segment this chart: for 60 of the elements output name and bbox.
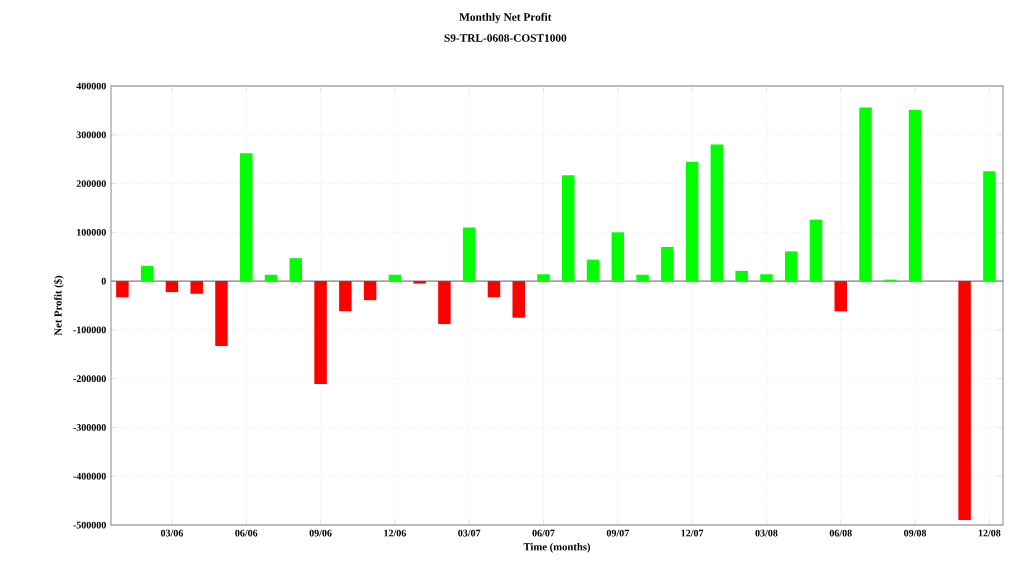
bar — [165, 281, 179, 293]
bar — [586, 259, 600, 282]
x-tick-label: 03/06 — [160, 529, 184, 537]
bar — [958, 281, 971, 521]
bar — [487, 281, 501, 298]
bar — [215, 281, 228, 346]
y-tick-label: 0 — [101, 277, 106, 285]
bar — [116, 281, 129, 298]
x-tick-label: 06/06 — [235, 529, 258, 537]
y-axis-title: Net Profit ($) — [53, 275, 64, 336]
bar — [537, 274, 550, 282]
bar — [710, 144, 724, 282]
x-tick-label: 12/06 — [384, 529, 406, 537]
bar — [190, 281, 203, 294]
y-tick-label: -100000 — [73, 326, 106, 334]
bar — [289, 258, 303, 282]
bar — [784, 251, 798, 282]
bar — [735, 270, 748, 282]
chart-title: Monthly Net Profit — [459, 12, 552, 24]
bar — [685, 162, 699, 282]
bar — [760, 274, 773, 282]
bar — [240, 153, 253, 282]
bar — [859, 107, 872, 282]
bar — [413, 281, 426, 284]
bar — [388, 274, 402, 282]
x-tick-label: 09/07 — [606, 529, 629, 537]
x-tick-label: 03/07 — [458, 529, 481, 537]
y-tick-label: -400000 — [73, 472, 106, 480]
bar — [339, 281, 352, 312]
bar — [314, 281, 327, 385]
bar — [636, 274, 649, 282]
x-axis-title: Time (months) — [523, 542, 591, 553]
bar — [512, 281, 525, 318]
bar — [908, 109, 922, 282]
x-tick-label: 12/08 — [978, 529, 1001, 537]
y-tick-label: 400000 — [76, 82, 106, 90]
x-tick-label: 06/08 — [829, 529, 852, 537]
chart-subtitle: S9-TRL-0608-COST1000 — [444, 34, 567, 42]
y-tick-label: 200000 — [76, 180, 106, 187]
x-tick-label: 12/07 — [681, 529, 704, 537]
x-tick-label: 06/07 — [532, 529, 555, 537]
bar — [140, 265, 154, 282]
y-tick-label: 300000 — [76, 131, 106, 139]
y-tick-label: -300000 — [73, 424, 106, 431]
bar — [809, 219, 823, 282]
bar — [438, 281, 451, 325]
x-tick-label: 03/08 — [755, 529, 778, 537]
bar — [264, 274, 278, 282]
y-tick-label: -500000 — [73, 521, 106, 529]
bar — [834, 281, 848, 312]
bar — [661, 246, 674, 282]
y-tick-label: 100000 — [77, 228, 106, 236]
bar — [462, 227, 476, 282]
bar — [983, 171, 996, 282]
bar — [562, 175, 575, 282]
bar — [611, 232, 625, 282]
y-tick-label: -200000 — [73, 375, 106, 383]
x-tick-label: 09/08 — [904, 529, 927, 537]
bar — [363, 281, 377, 301]
x-tick-label: 09/06 — [309, 529, 332, 537]
